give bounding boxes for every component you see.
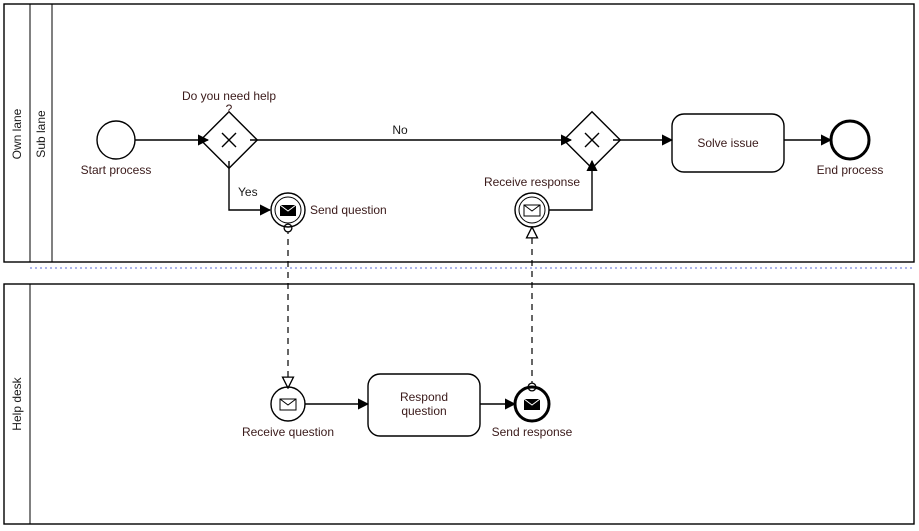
send-question-event: Send question bbox=[271, 193, 387, 227]
envelope-icon bbox=[524, 399, 540, 410]
task-respond-question-label-l2: question bbox=[401, 404, 446, 418]
receive-question-label: Receive question bbox=[242, 425, 334, 439]
gateway-need-help-label-l1: Do you need help bbox=[182, 89, 276, 103]
start-event-label: Start process bbox=[81, 163, 152, 177]
end-event: End process bbox=[817, 121, 884, 177]
bpmn-diagram: Own lane Sub lane Help desk No Yes Start… bbox=[0, 0, 919, 531]
gateway-need-help-label-l2: ? bbox=[226, 102, 233, 116]
envelope-icon bbox=[280, 205, 296, 216]
send-response-event: Send response bbox=[492, 387, 573, 439]
task-respond-question-label-l1: Respond bbox=[400, 390, 448, 404]
edges-sequence: No Yes bbox=[135, 123, 831, 404]
gateway-merge bbox=[564, 112, 621, 169]
pool-help-desk: Help desk bbox=[4, 284, 914, 524]
send-question-label: Send question bbox=[310, 203, 387, 217]
send-response-label: Send response bbox=[492, 425, 573, 439]
task-solve-issue-label: Solve issue bbox=[697, 136, 759, 150]
envelope-icon bbox=[524, 205, 540, 216]
start-event: Start process bbox=[81, 121, 152, 177]
receive-question-event: Receive question bbox=[242, 387, 334, 439]
edge-label-yes: Yes bbox=[238, 185, 258, 199]
pool-own-lane: Own lane Sub lane bbox=[4, 4, 914, 262]
pool-own-lane-label: Own lane bbox=[10, 108, 24, 159]
edges-message bbox=[288, 228, 532, 387]
end-event-label: End process bbox=[817, 163, 884, 177]
receive-response-label: Receive response bbox=[484, 175, 580, 189]
gateway-need-help: Do you need help ? bbox=[182, 89, 276, 168]
sub-lane-label: Sub lane bbox=[34, 110, 48, 158]
envelope-icon bbox=[280, 399, 296, 410]
receive-response-event: Receive response bbox=[484, 175, 580, 227]
task-solve-issue: Solve issue bbox=[672, 114, 784, 172]
edge-label-no: No bbox=[392, 123, 408, 137]
pool-help-desk-label: Help desk bbox=[10, 376, 24, 430]
task-respond-question: Respond question bbox=[368, 374, 480, 436]
